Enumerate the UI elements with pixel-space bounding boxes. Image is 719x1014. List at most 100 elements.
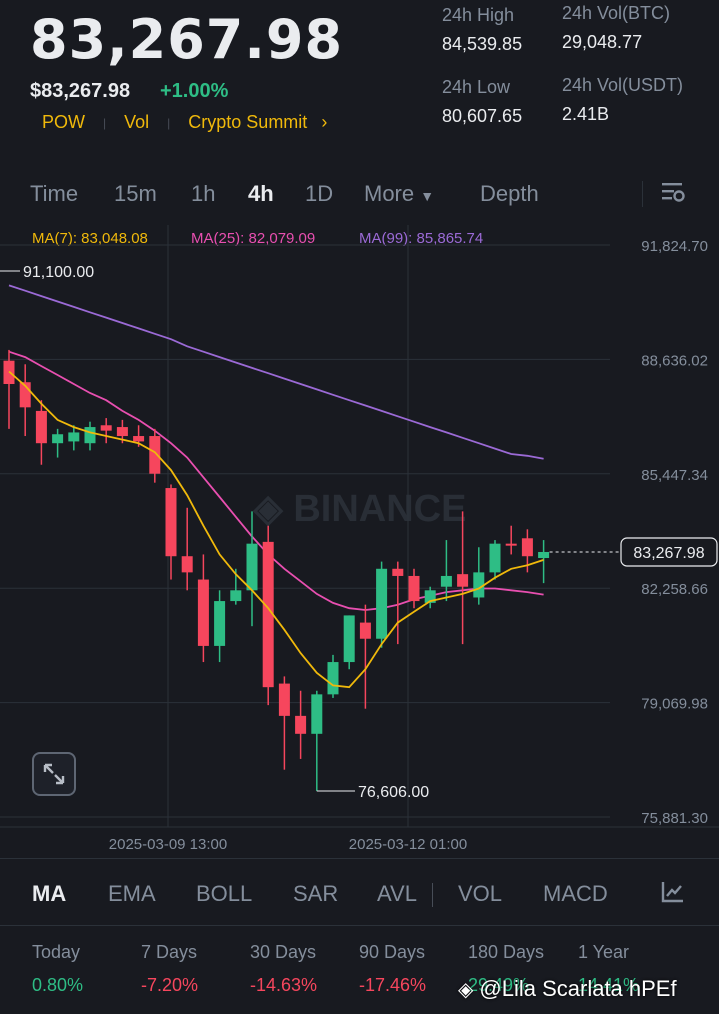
candle-body — [424, 590, 436, 603]
tag-pow[interactable]: POW — [42, 112, 85, 132]
performance-label: 1 Year — [578, 942, 630, 962]
performance-value: 29.49% — [468, 975, 530, 995]
candle-body — [68, 432, 80, 442]
candle-body — [376, 568, 388, 639]
watermark-text: @Lila Scarlata hPEf — [479, 976, 677, 1001]
candle-body — [538, 551, 550, 559]
y-tick-label: 85,447.34 — [641, 467, 708, 484]
price-change: +1.00% — [160, 80, 229, 102]
ma25-line — [8, 350, 544, 611]
divider — [432, 883, 433, 907]
candle-body — [408, 575, 420, 602]
indicator-ma[interactable]: MA — [32, 881, 67, 906]
stat-24h-high: 24h High 84,539.85 — [442, 5, 523, 54]
stat-24h-vol-btc: 24h Vol(BTC) 29,048.77 — [562, 3, 671, 52]
stat-24h-low: 24h Low 80,607.65 — [442, 77, 523, 126]
candle-body — [278, 683, 290, 716]
divider — [642, 181, 643, 207]
candle-body — [133, 436, 145, 442]
performance-label: 180 Days — [468, 942, 545, 962]
candle-body — [100, 425, 112, 431]
candle-body — [295, 715, 307, 734]
performance-item: 90 Days -17.46% — [359, 942, 426, 996]
divider — [0, 858, 719, 859]
timeframe-bar: Time 15m 1h 4h 1D More ▼ Depth — [0, 175, 719, 213]
candle-body — [505, 543, 517, 546]
indicator-bar: MA EMA BOLL SAR AVL VOL MACD — [0, 875, 719, 915]
tab-15m[interactable]: 15m — [114, 181, 157, 206]
performance-value: 0.80% — [32, 975, 84, 995]
performance-label: 30 Days — [250, 942, 317, 962]
candle-body — [392, 568, 404, 576]
indicator-ema[interactable]: EMA — [108, 881, 156, 906]
tag-vol[interactable]: Vol — [124, 112, 150, 132]
candle-body — [521, 538, 533, 557]
candle-body — [116, 427, 128, 437]
tag-separator: | — [103, 115, 107, 130]
y-tick-label: 91,824.70 — [641, 238, 708, 255]
performance-item: 7 Days -7.20% — [141, 942, 198, 996]
tab-more[interactable]: More ▼ — [364, 181, 434, 207]
tag-row: POW | Vol | Crypto Summit › — [42, 112, 327, 133]
divider — [0, 925, 719, 926]
low-annotation: 76,606.00 — [358, 784, 429, 801]
indicator-boll[interactable]: BOLL — [196, 881, 253, 906]
performance-item: Today 0.80% — [32, 942, 83, 996]
chart-settings-icon[interactable] — [660, 179, 686, 211]
usd-price: $83,267.98 — [30, 80, 131, 102]
tab-1d[interactable]: 1D — [305, 181, 334, 206]
performance-item: 180 Days 29.49% — [468, 942, 544, 996]
y-tick-label: 82,258.66 — [641, 581, 708, 598]
user-watermark: ◈ @Lila Scarlata hPEf — [458, 976, 677, 1002]
tab-1h[interactable]: 1h — [191, 181, 216, 206]
performance-value: -17.46% — [359, 975, 427, 995]
y-tick-label: 75,881.30 — [641, 810, 708, 827]
candle-body — [165, 488, 177, 557]
candle-body — [214, 601, 226, 646]
last-price: 83,267.98 — [30, 8, 344, 71]
candle-body — [230, 590, 242, 602]
tab-4h[interactable]: 4h — [248, 181, 274, 206]
ma7-legend: MA(7): 83,048.08 — [32, 230, 148, 247]
tab-time[interactable]: Time — [30, 181, 79, 206]
candlestick-chart[interactable]: 91,824.70 88,636.02 85,447.34 82,258.66 79,0… — [0, 225, 719, 855]
candle-body — [457, 574, 469, 587]
tab-depth[interactable]: Depth — [480, 181, 539, 206]
ma99-line — [8, 284, 544, 460]
chart-watermark: ◈ BINANCE — [253, 488, 467, 530]
candle-body — [19, 382, 31, 408]
candle-body — [84, 427, 96, 444]
candle-body — [343, 615, 355, 663]
candle-body — [311, 694, 323, 734]
candle-body — [197, 579, 209, 646]
indicator-vol[interactable]: VOL — [458, 881, 503, 906]
tag-crypto-summit[interactable]: Crypto Summit — [188, 112, 308, 132]
candle-body — [473, 572, 485, 598]
indicator-chart-icon[interactable] — [660, 879, 686, 911]
binance-logo-icon: ◈ — [458, 978, 474, 1001]
performance-value: -14.63% — [250, 975, 318, 995]
tab-more-label: More — [364, 181, 415, 206]
high-annotation: 91,100.00 — [23, 264, 94, 281]
candle-body — [489, 543, 501, 573]
candle-body — [246, 543, 258, 591]
chevron-right-icon[interactable]: › — [321, 112, 328, 132]
candle-body — [327, 662, 339, 695]
candle-body — [262, 541, 274, 688]
candle-body — [149, 436, 161, 474]
stat-24h-vol-usdt: 24h Vol(USDT) 2.41B — [562, 75, 684, 124]
current-price-label: 83,267.98 — [633, 545, 704, 562]
performance-value: 14.41% — [578, 975, 640, 995]
indicator-macd[interactable]: MACD — [543, 881, 608, 906]
x-tick-label: 2025-03-09 13:00 — [109, 836, 227, 853]
performance-label: Today — [32, 942, 81, 962]
ma99-legend: MA(99): 85,865.74 — [359, 230, 484, 247]
expand-chart-button[interactable] — [32, 752, 76, 796]
indicator-sar[interactable]: SAR — [293, 881, 339, 906]
ma7-line — [8, 370, 544, 689]
expand-icon — [43, 763, 65, 785]
indicator-avl[interactable]: AVL — [377, 881, 417, 906]
x-tick-label: 2025-03-12 01:00 — [349, 836, 467, 853]
tag-separator: | — [167, 115, 171, 130]
performance-value: -7.20% — [141, 975, 199, 995]
